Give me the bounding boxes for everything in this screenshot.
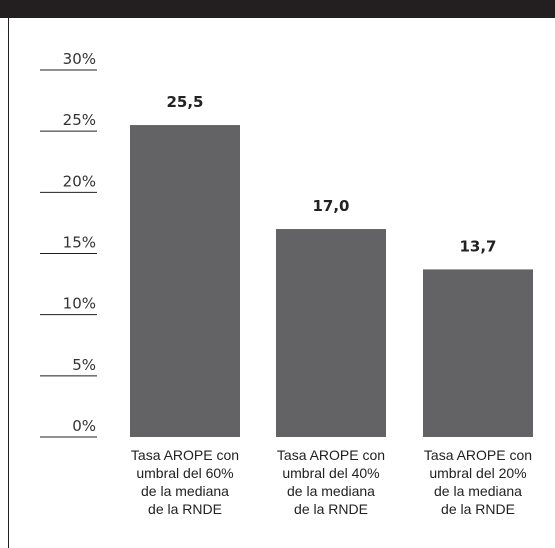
bar	[423, 269, 533, 437]
x-tick-label: Tasa AROPE con umbral del 40% de la medi…	[276, 447, 386, 517]
bar	[276, 229, 386, 437]
y-tick-label: 30%	[63, 50, 96, 68]
y-tick-label: 5%	[72, 356, 96, 374]
top-bar	[0, 0, 555, 18]
y-tick-label: 20%	[63, 172, 96, 190]
x-tick-label: Tasa AROPE con umbral del 60% de la medi…	[130, 447, 240, 517]
y-tick-label: 25%	[63, 111, 96, 129]
bar	[130, 125, 240, 438]
y-tick-label: 0%	[72, 417, 96, 435]
value-label: 17,0	[312, 197, 349, 215]
y-tick-label: 15%	[63, 234, 96, 252]
value-label: 25,5	[166, 93, 203, 111]
y-tick-label: 10%	[63, 295, 96, 313]
value-label: 13,7	[459, 237, 496, 255]
x-tick-label: Tasa AROPE con umbral del 20% de la medi…	[423, 447, 533, 517]
